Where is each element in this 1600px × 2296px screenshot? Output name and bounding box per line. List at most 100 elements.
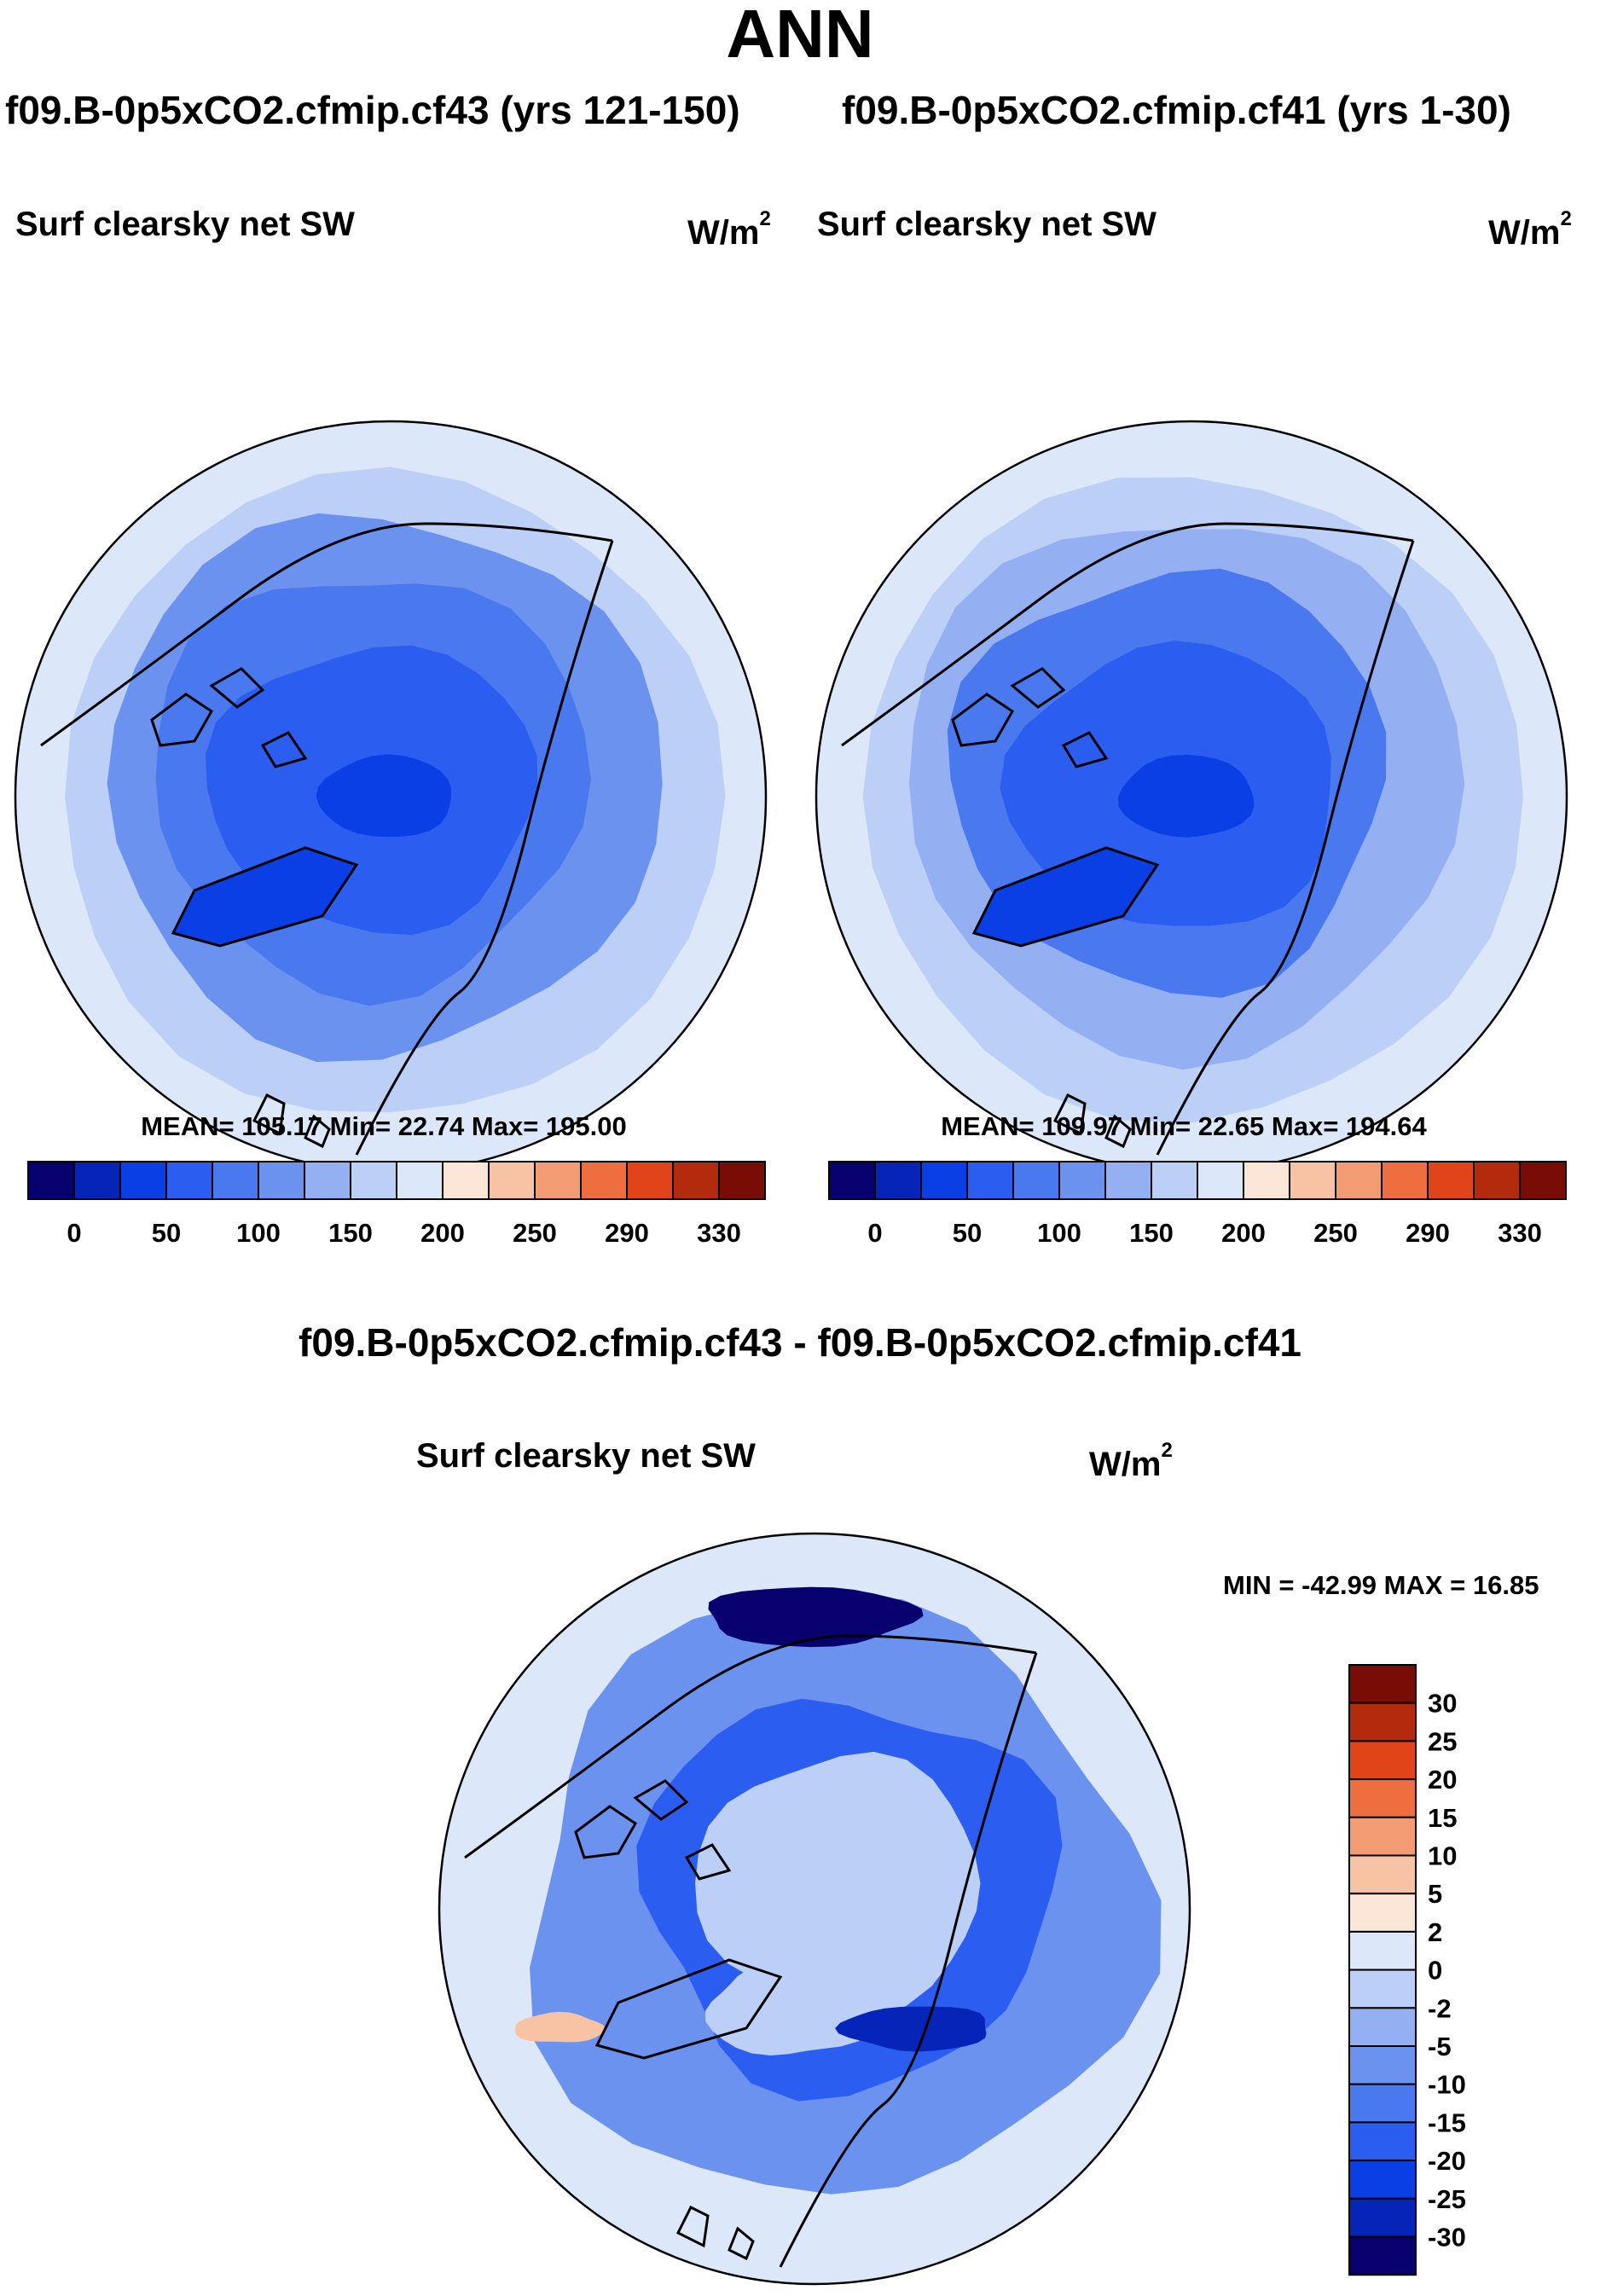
panel-1-variable-label: Surf clearsky net SW [15,206,355,243]
colorbar-swatch [1348,2007,1417,2048]
colorbar-swatch [27,1161,75,1200]
colorbar-swatch [442,1161,490,1200]
diff-zone-labrador [515,2011,606,2043]
coastline-eurasia [779,1652,1038,2268]
difference-variable-label: Surf clearsky net SW [416,1437,756,1475]
panel-2-case-title: f09.B-0p5xCO2.cfmip.cf41 (yrs 1-30) [842,88,1511,132]
colorbar-swatch [1348,2083,1417,2124]
panel-1-units: W/m2 [687,207,771,252]
diff-zone-okhotsk [708,1586,924,1648]
colorbar-tick-label: -10 [1428,2070,1466,2100]
colorbar-swatch [1381,1161,1429,1200]
colorbar-swatch [73,1161,121,1200]
colorbar-tick-label: -25 [1428,2184,1466,2214]
colorbar-tick-label: 100 [1037,1218,1081,1248]
colorbar-swatch [1348,2045,1417,2085]
colorbar-swatch [1473,1161,1521,1200]
colorbar-tick-label: 25 [1428,1726,1457,1756]
colorbar-tick-label: -5 [1428,2032,1452,2061]
colorbar-tick-label: 0 [1428,1956,1442,1986]
colorbar-tick-label: -30 [1428,2223,1466,2253]
coastline-canadian-archipelago [150,667,308,768]
colorbar-swatch [534,1161,582,1200]
colorbar-swatch [212,1161,259,1200]
colorbar-tick-label: 5 [1428,1879,1442,1909]
colorbar-swatch [350,1161,397,1200]
colorbar-tick-label: 250 [513,1218,557,1248]
field-zone-central-arctic [316,754,451,838]
coastline-eurasia [355,540,614,1156]
colorbar-swatch [1348,1740,1417,1781]
colorbar-tick-label: 100 [236,1218,281,1248]
colorbar-swatch [304,1161,351,1200]
colorbar-tick-label: 2 [1428,1917,1442,1947]
coastline-british-isles [675,2205,755,2261]
colorbar-swatch [1289,1161,1336,1200]
panel-1-case-title: f09.B-0p5xCO2.cfmip.cf43 (yrs 121-150) [5,88,740,132]
coastline-greenland [594,1958,783,2060]
colorbar-tick-label: 150 [1129,1218,1174,1248]
colorbar-swatch [1348,2160,1417,2200]
difference-units: W/m2 [1089,1439,1173,1484]
colorbar-tick-label: 10 [1428,1841,1457,1871]
colorbar-tick-label: 330 [1498,1218,1542,1248]
colorbar-swatch [580,1161,628,1200]
panel-1-stats: MEAN= 105.17 Min= 22.74 Max= 195.00 [141,1111,627,1141]
colorbar-swatch [1348,1664,1417,1704]
colorbar-tick-label: 15 [1428,1803,1457,1833]
field-zone-greenland [173,848,357,946]
colorbar-tick-label: 50 [953,1218,982,1248]
colorbar-swatch [1243,1161,1290,1200]
colorbar-swatch [1348,2235,1417,2276]
colorbar-swatch [1519,1161,1567,1200]
colorbar-swatch [1348,1893,1417,1933]
colorbar-swatch [396,1161,443,1200]
colorbar-tick-label: 290 [605,1218,649,1248]
coastline-greenland [171,846,359,948]
colorbar-swatch [672,1161,720,1200]
panel-2-stats: MEAN= 109.97 Min= 22.65 Max= 194.64 [941,1111,1427,1141]
colorbar-tick-label: 30 [1428,1689,1457,1719]
colorbar-tick-label: -2 [1428,1993,1452,2023]
coastline-canadian-archipelago [951,667,1109,768]
colorbar-swatch [1348,1816,1417,1857]
colorbar-swatch [1348,1968,1417,2009]
colorbar-tick-label: 0 [67,1218,81,1248]
colorbar-swatch [1348,1778,1417,1818]
colorbar-swatch [1348,2197,1417,2238]
colorbar-tick-label: 200 [420,1218,465,1248]
page-title: ANN [726,0,874,72]
coastline-north-america-asia [40,522,613,747]
diff-zone-central-arctic [695,1751,981,2015]
colorbar-tick-label: 330 [697,1218,741,1248]
coastline-greenland [971,846,1160,948]
colorbar-swatch [165,1161,213,1200]
colorbar-swatch [1427,1161,1475,1200]
colorbar-tick-label: 20 [1428,1765,1457,1794]
colorbar-swatch [718,1161,766,1200]
colorbar-tick-label: 150 [328,1218,373,1248]
map-border [438,1532,1191,2286]
colorbar-swatch [488,1161,536,1200]
coastline-canadian-archipelago [574,1779,732,1881]
colorbar-swatch [874,1161,922,1200]
difference-title: f09.B-0p5xCO2.cfmip.cf43 - f09.B-0p5xCO2… [299,1320,1301,1365]
coastline-north-america-asia [841,522,1414,747]
coastline-british-isles [252,1093,331,1149]
panel-2-variable-label: Surf clearsky net SW [817,206,1157,243]
colorbar-tick-label: 50 [152,1218,181,1248]
colorbar-swatch [1348,1702,1417,1742]
colorbar-swatch [258,1161,305,1200]
colorbar-tick-label: 0 [867,1218,882,1248]
diff-zone-barents [835,2006,987,2052]
colorbar-tick-label: 250 [1313,1218,1358,1248]
colorbar-swatch [1197,1161,1244,1200]
diff-zone-greenland [704,1963,873,2055]
colorbar-tick-label: 200 [1221,1218,1266,1248]
